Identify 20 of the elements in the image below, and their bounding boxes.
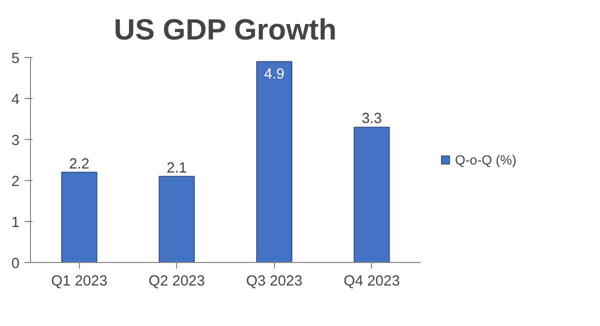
data-label: 2.1 bbox=[166, 160, 187, 176]
y-tick-label: 3 bbox=[11, 133, 20, 149]
x-tick-label: Q3 2023 bbox=[246, 274, 302, 290]
bar bbox=[354, 126, 390, 262]
x-tick-label: Q1 2023 bbox=[51, 274, 108, 290]
y-tick-label: 1 bbox=[11, 215, 20, 231]
legend-label: Q-o-Q (%) bbox=[455, 152, 516, 167]
y-tick-label: 2 bbox=[11, 174, 20, 190]
bar bbox=[61, 172, 98, 262]
x-tick-label: Q4 2023 bbox=[344, 274, 400, 290]
bar bbox=[256, 61, 292, 262]
data-label: 2.2 bbox=[69, 156, 90, 172]
x-tick-label: Q2 2023 bbox=[148, 274, 205, 290]
y-tick-label: 0 bbox=[11, 256, 20, 272]
chart-title: US GDP Growth bbox=[114, 14, 337, 46]
bar bbox=[158, 176, 195, 262]
data-label: 4.9 bbox=[264, 66, 284, 83]
y-tick-label: 5 bbox=[11, 51, 20, 67]
data-label: 3.3 bbox=[362, 111, 382, 128]
y-tick-label: 4 bbox=[11, 92, 20, 108]
